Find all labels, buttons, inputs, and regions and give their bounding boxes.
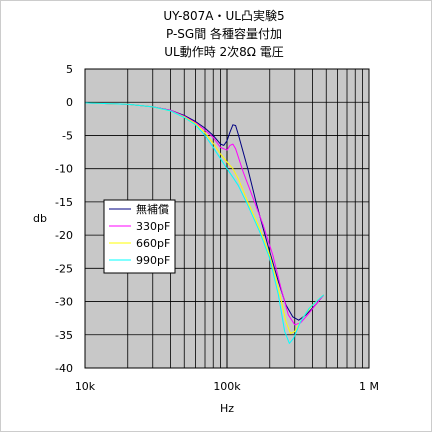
y-tick-label: -20 [55, 229, 73, 242]
plot-frame [84, 68, 370, 369]
y-tick-label: -30 [55, 296, 73, 309]
y-axis-label: db [33, 212, 47, 225]
legend: 無補償 330pF 660pF 990pF [103, 199, 176, 274]
y-tick-label: 0 [66, 96, 73, 109]
legend-label-3: 660pF [136, 237, 170, 250]
y-tick-label: -25 [55, 262, 73, 275]
y-tick-label: 5 [66, 63, 73, 76]
series-line-4 [84, 102, 325, 344]
series-lines [84, 102, 325, 344]
x-tick-label: 10k [75, 380, 96, 393]
chart-title-line-2: P-SG間 各種容量付加 [166, 26, 282, 41]
legend-label-1: 無補償 [136, 202, 169, 216]
legend-label-4: 990pF [136, 254, 170, 267]
series-line-2 [84, 102, 325, 326]
chart-title-line-3: UL動作時 2次8Ω 電圧 [164, 45, 284, 59]
y-tick-label: -40 [55, 362, 73, 375]
series-line-1 [84, 102, 325, 321]
legend-box [103, 199, 176, 274]
y-tick-label: -5 [62, 129, 73, 142]
x-axis-label: Hz [220, 402, 234, 415]
x-tick-label: 100k [213, 380, 241, 393]
y-tick-labels: 5 0 -5 -10 -15 -20 -25 -30 -35 -40 [55, 63, 73, 375]
x-tick-labels: 10k 100k 1 M [75, 380, 379, 393]
x-tick-label: 1 M [359, 380, 379, 393]
y-tick-label: -35 [55, 329, 73, 342]
y-tick-label: -10 [55, 163, 73, 176]
y-tick-label: -15 [55, 196, 73, 209]
chart-title-line-1: UY-807A・UL凸実験5 [163, 8, 284, 23]
legend-label-2: 330pF [136, 220, 170, 233]
